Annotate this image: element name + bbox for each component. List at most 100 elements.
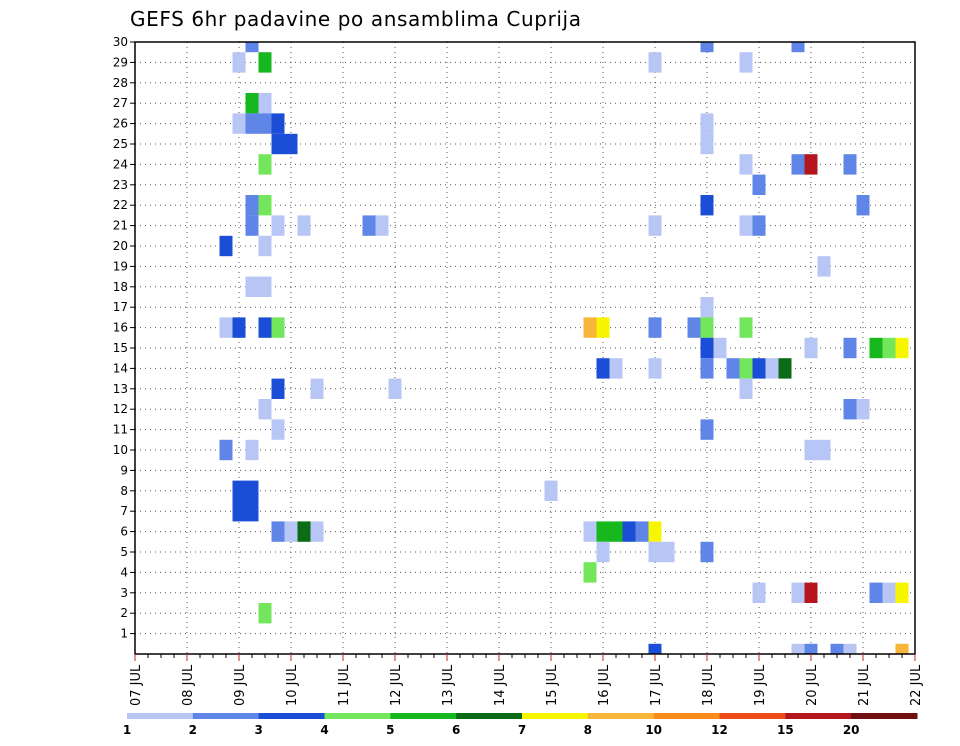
y-tick-label: 21 <box>113 219 128 233</box>
heatmap-cell <box>752 358 766 379</box>
x-tick-label: 07 JUL <box>129 664 144 706</box>
heatmap-cell <box>700 358 714 379</box>
heatmap-cell <box>245 480 259 501</box>
legend-swatch <box>653 713 720 719</box>
legend-label: 3 <box>254 723 262 737</box>
heatmap-cell <box>895 582 909 603</box>
heatmap-cell <box>700 337 714 359</box>
heatmap-cell <box>232 317 246 338</box>
y-tick-label: 7 <box>120 504 128 518</box>
heatmap-cell <box>700 133 714 155</box>
x-tick-label: 20 JUL <box>805 664 820 706</box>
heatmap-cell <box>544 480 558 501</box>
heatmap-cell <box>700 297 714 318</box>
heatmap-cell <box>804 154 818 175</box>
heatmap-cell <box>258 154 272 175</box>
legend-swatch <box>192 713 260 719</box>
heatmap-cell <box>219 235 233 257</box>
y-tick-label: 16 <box>113 321 128 335</box>
legend-label: 1 <box>123 723 131 737</box>
legend-label: 15 <box>777 723 794 737</box>
y-tick-label: 8 <box>120 484 128 498</box>
heatmap-cell <box>583 317 597 338</box>
heatmap-cell <box>700 42 714 53</box>
heatmap-cell <box>635 521 649 542</box>
y-tick-label: 27 <box>113 96 128 110</box>
heatmap-cell <box>232 501 246 522</box>
y-tick-label: 18 <box>113 280 128 294</box>
y-tick-label: 10 <box>113 443 128 457</box>
legend-label: 6 <box>452 723 460 737</box>
heatmap-cell <box>843 399 857 420</box>
heatmap-cell <box>804 582 818 603</box>
heatmap-cell <box>739 215 753 236</box>
y-tick-label: 14 <box>113 361 128 375</box>
legend-label: 8 <box>584 723 592 737</box>
heatmap-cell <box>869 337 883 359</box>
heatmap-cell <box>284 133 298 155</box>
legend-label: 10 <box>645 723 662 737</box>
heatmap-cell <box>388 378 402 399</box>
heatmap-cell <box>271 521 285 542</box>
heatmap-cell <box>752 582 766 603</box>
heatmap-cell <box>843 337 857 359</box>
heatmap-cell <box>739 52 753 73</box>
heatmap-cell <box>245 195 259 216</box>
heatmap-cell <box>362 215 376 236</box>
heatmap-cell <box>856 195 870 216</box>
x-tick-label: 10 JUL <box>285 664 300 706</box>
heatmap-cell <box>583 562 597 583</box>
heatmap-cell <box>245 276 259 297</box>
legend-label: 7 <box>518 723 526 737</box>
heatmap-cell <box>648 521 662 542</box>
heatmap-cell <box>648 52 662 73</box>
heatmap-cell <box>882 337 896 359</box>
heatmap-cell <box>219 317 233 338</box>
heatmap-cell <box>739 154 753 175</box>
heatmap-cell <box>297 215 311 236</box>
legend-label: 2 <box>189 723 197 737</box>
legend-label: 5 <box>386 723 394 737</box>
heatmap-cell <box>245 501 259 522</box>
x-tick-label: 19 JUL <box>753 664 768 706</box>
heatmap-cell <box>648 215 662 236</box>
heatmap-cell <box>297 521 311 542</box>
x-tick-label: 17 JUL <box>649 664 664 706</box>
heatmap-cell <box>739 378 753 399</box>
heatmap-cell <box>232 113 246 134</box>
heatmap-cell <box>739 317 753 338</box>
heatmap-cell <box>622 521 636 542</box>
heatmap-cell <box>258 235 272 257</box>
y-tick-label: 11 <box>113 423 128 437</box>
heatmap-cell <box>245 93 259 114</box>
legend-swatch <box>851 713 918 719</box>
heatmap-cell <box>245 439 259 461</box>
y-tick-label: 9 <box>120 463 128 477</box>
x-tick-label: 16 JUL <box>597 664 612 706</box>
legend-label: 20 <box>843 723 860 737</box>
heatmap-cell <box>258 195 272 216</box>
heatmap-cell <box>739 358 753 379</box>
heatmap-cell <box>258 276 272 297</box>
heatmap-cell <box>778 358 792 379</box>
x-tick-label: 18 JUL <box>701 664 716 706</box>
heatmap-cell <box>765 358 779 379</box>
y-tick-label: 6 <box>120 525 128 539</box>
heatmap-cell <box>791 42 805 53</box>
y-tick-label: 17 <box>113 300 128 314</box>
heatmap-cell <box>648 643 662 654</box>
heatmap-cell <box>700 113 714 134</box>
heatmap-cell <box>258 399 272 420</box>
heatmap-cell <box>791 154 805 175</box>
heatmap-cell <box>804 337 818 359</box>
y-tick-label: 5 <box>120 545 128 559</box>
x-tick-label: 14 JUL <box>493 664 508 706</box>
heatmap-cell <box>271 215 285 236</box>
y-tick-label: 3 <box>120 586 128 600</box>
y-tick-label: 15 <box>113 341 128 355</box>
heatmap-cell <box>856 399 870 420</box>
heatmap-cell <box>609 521 623 542</box>
heatmap-cell <box>245 42 259 53</box>
heatmap-cell <box>661 541 675 563</box>
y-tick-label: 12 <box>113 402 128 416</box>
